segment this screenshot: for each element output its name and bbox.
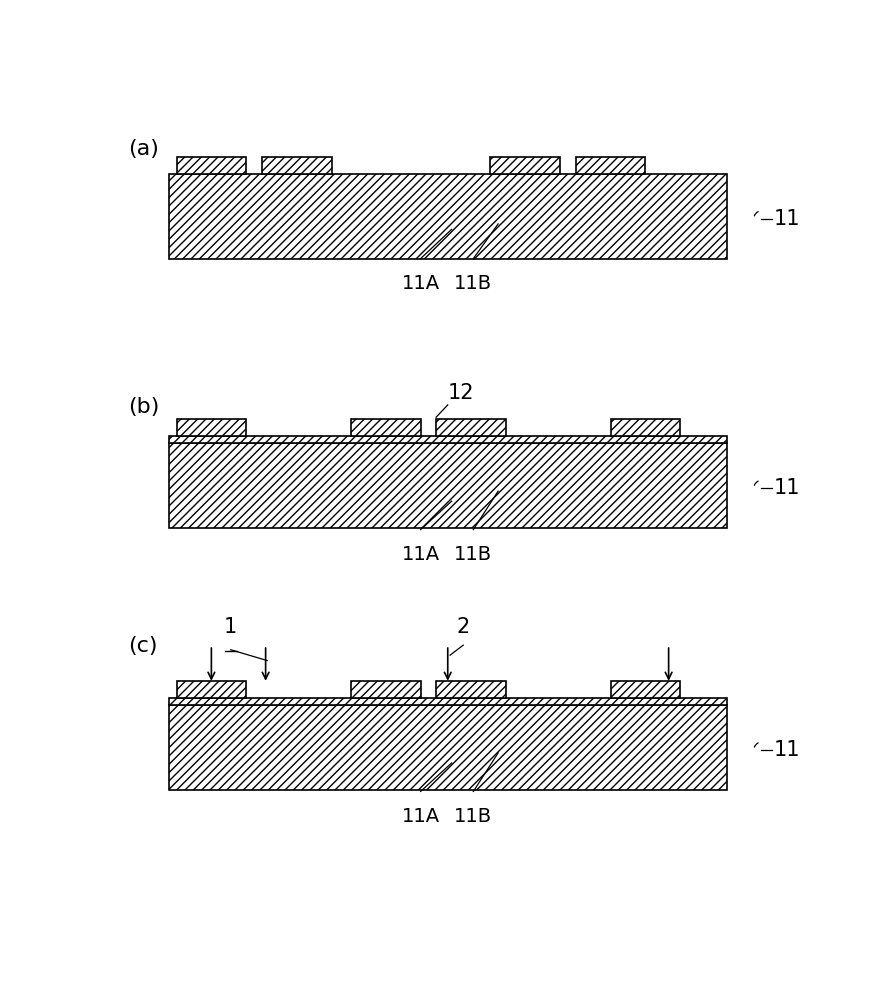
- Text: 11B: 11B: [454, 274, 492, 293]
- Bar: [169, 443, 727, 528]
- Bar: [262, 157, 332, 174]
- Text: 11: 11: [774, 740, 801, 760]
- Text: 11: 11: [774, 209, 801, 229]
- Text: 11A: 11A: [402, 274, 440, 293]
- Bar: [611, 419, 681, 436]
- Text: 11: 11: [774, 478, 801, 498]
- Text: 11A: 11A: [402, 545, 440, 564]
- Text: (a): (a): [127, 139, 158, 159]
- Text: (c): (c): [127, 636, 158, 656]
- Bar: [436, 419, 506, 436]
- Bar: [176, 681, 246, 698]
- Bar: [169, 698, 727, 705]
- Text: 2: 2: [457, 617, 470, 637]
- Bar: [575, 157, 645, 174]
- Bar: [436, 681, 506, 698]
- Bar: [176, 419, 246, 436]
- Text: (b): (b): [127, 397, 159, 417]
- Bar: [350, 681, 420, 698]
- Bar: [169, 705, 727, 790]
- Bar: [169, 174, 727, 259]
- Bar: [490, 157, 560, 174]
- Bar: [611, 681, 681, 698]
- Text: 11A: 11A: [402, 807, 440, 826]
- Text: 11B: 11B: [454, 545, 492, 564]
- Bar: [350, 419, 420, 436]
- Bar: [176, 157, 246, 174]
- Bar: [169, 436, 727, 443]
- Text: 12: 12: [448, 383, 474, 403]
- Text: 1: 1: [224, 617, 237, 637]
- Text: 11B: 11B: [454, 807, 492, 826]
